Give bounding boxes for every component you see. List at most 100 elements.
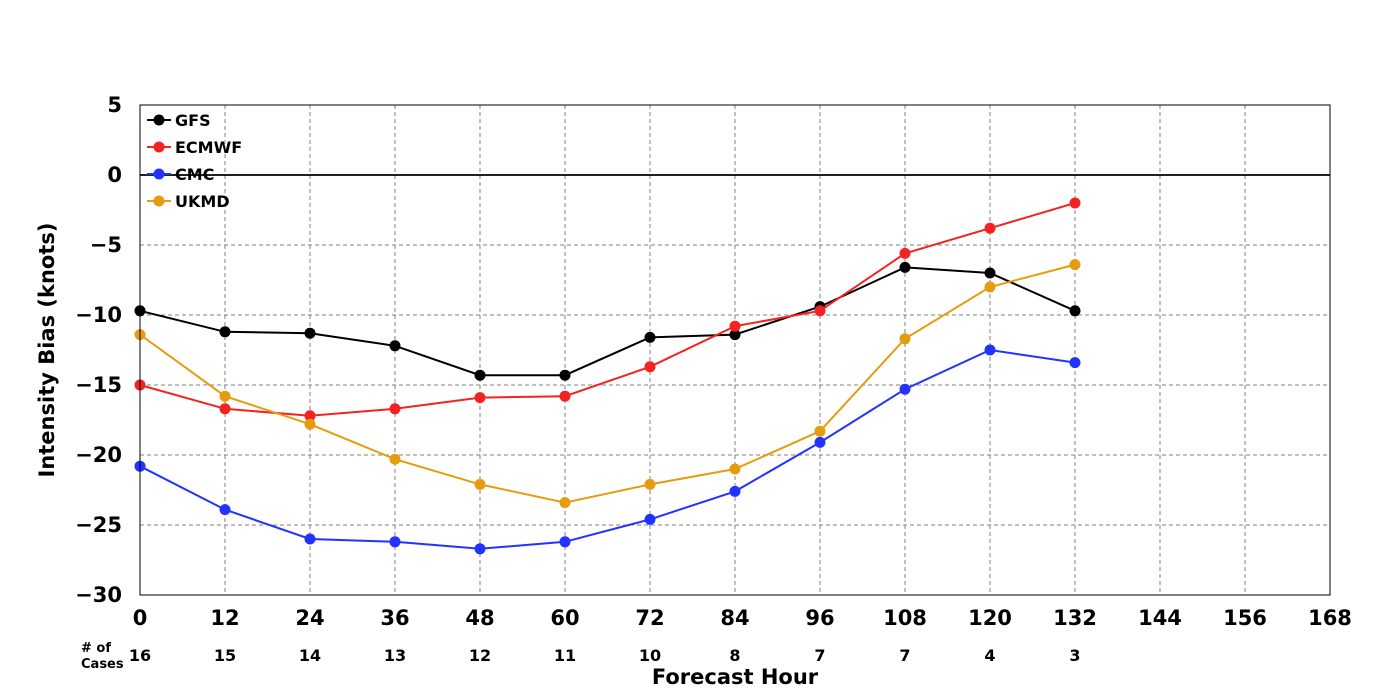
cases-count: 10 <box>639 646 661 665</box>
data-point <box>984 222 996 234</box>
x-tick-label: 12 <box>210 606 239 630</box>
y-tick-label: −5 <box>90 233 122 257</box>
data-point <box>899 333 911 345</box>
data-point <box>729 320 741 332</box>
y-tick-labels: 5 0 −5 −10 −15 −20 −25 −30 <box>75 93 122 607</box>
data-point <box>644 361 656 373</box>
series-line <box>139 266 1076 377</box>
legend-item-ecmwf: ECMWF <box>147 138 242 157</box>
cases-label-line1: # of <box>81 641 111 656</box>
cases-count: 16 <box>129 646 151 665</box>
data-point <box>1069 259 1081 271</box>
x-tick-label: 60 <box>550 606 579 630</box>
data-point <box>474 392 486 404</box>
data-point <box>219 390 231 402</box>
data-point <box>899 383 911 395</box>
data-point <box>559 369 571 381</box>
data-point <box>389 340 401 352</box>
data-point <box>304 327 316 339</box>
legend-item-cmc: CMC <box>147 165 214 184</box>
data-point <box>219 403 231 415</box>
cases-count: 8 <box>729 646 740 665</box>
cases-count: 15 <box>214 646 236 665</box>
legend-item-gfs: GFS <box>147 111 211 130</box>
legend-label: ECMWF <box>175 138 242 157</box>
data-point <box>474 543 486 555</box>
x-tick-label: 48 <box>465 606 494 630</box>
data-point <box>389 453 401 465</box>
data-point <box>644 478 656 490</box>
data-point <box>644 513 656 525</box>
legend-item-ukmd: UKMD <box>147 192 230 211</box>
legend-swatch-marker <box>153 195 165 207</box>
series-ecmwf <box>134 197 1081 422</box>
data-point <box>644 331 656 343</box>
cases-label-line2: Cases <box>81 657 124 672</box>
x-tick-label: 132 <box>1053 606 1097 630</box>
data-point <box>984 267 996 279</box>
series-line <box>139 263 1076 504</box>
legend-swatch-marker <box>153 141 165 153</box>
data-point <box>814 305 826 317</box>
data-point <box>814 425 826 437</box>
series-line <box>139 202 1076 417</box>
data-point <box>559 390 571 402</box>
grid-lines <box>140 105 1330 595</box>
y-tick-label: −30 <box>75 583 122 607</box>
data-point <box>899 261 911 273</box>
legend: GFS ECMWF CMC UKMD <box>147 111 242 211</box>
x-axis-title: Forecast Hour <box>652 665 819 689</box>
cases-count: 11 <box>554 646 576 665</box>
data-point <box>389 403 401 415</box>
data-point <box>729 329 741 341</box>
data-point <box>304 418 316 430</box>
legend-swatch-marker <box>153 168 165 180</box>
data-point <box>729 485 741 497</box>
data-point <box>814 436 826 448</box>
cases-count: 14 <box>299 646 321 665</box>
data-point <box>304 533 316 545</box>
data-point <box>389 536 401 548</box>
data-point <box>474 369 486 381</box>
y-tick-label: −10 <box>75 303 122 327</box>
x-tick-label: 144 <box>1138 606 1182 630</box>
cases-count: 4 <box>984 646 995 665</box>
data-point <box>559 497 571 509</box>
cases-count: 7 <box>899 646 910 665</box>
x-tick-label: 36 <box>380 606 409 630</box>
y-tick-label: −20 <box>75 443 122 467</box>
series-cmc <box>134 344 1081 555</box>
data-point <box>304 410 316 422</box>
data-point <box>1069 197 1081 209</box>
plot-frame <box>139 104 1331 596</box>
x-tick-labels: 0 12 24 36 48 60 72 84 96 108 120 132 144 156 168 <box>133 606 1352 630</box>
data-point <box>984 281 996 293</box>
series-layer <box>134 197 1081 555</box>
cases-count: 13 <box>384 646 406 665</box>
x-tick-label: 72 <box>635 606 664 630</box>
y-axis-title: Intensity Bias (knots) <box>35 223 59 478</box>
x-tick-label: 168 <box>1308 606 1352 630</box>
legend-label: GFS <box>175 111 211 130</box>
series-line <box>139 348 1076 550</box>
x-tick-label: 24 <box>295 606 324 630</box>
x-tick-label: 108 <box>883 606 927 630</box>
data-point <box>474 478 486 490</box>
y-tick-label: 0 <box>107 163 122 187</box>
data-point <box>899 247 911 259</box>
cases-count: 12 <box>469 646 491 665</box>
data-point <box>219 504 231 516</box>
cases-count: 7 <box>814 646 825 665</box>
x-tick-label: 96 <box>805 606 834 630</box>
data-point <box>219 326 231 338</box>
data-point <box>1069 357 1081 369</box>
x-tick-label: 156 <box>1223 606 1267 630</box>
x-tick-label: 0 <box>133 606 148 630</box>
data-point <box>559 536 571 548</box>
cases-row: # of Cases 16 15 14 13 12 11 10 8 7 7 4 3 <box>81 641 1081 672</box>
legend-swatch-marker <box>153 114 165 126</box>
legend-label: CMC <box>175 165 214 184</box>
data-point <box>1069 305 1081 317</box>
